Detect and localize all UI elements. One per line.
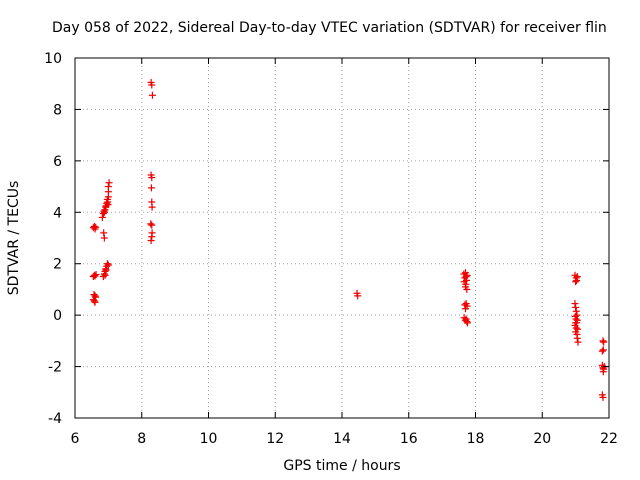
y-tick-label: 6 (53, 154, 62, 170)
y-tick-label: 4 (53, 205, 62, 221)
data-point (573, 276, 581, 284)
data-point (573, 334, 581, 342)
tick-labels: 6 8 10 12 14 16 18 20 22 -4 -2 0 2 4 6 8 10 (44, 51, 618, 447)
data-point (148, 233, 156, 241)
data-point (100, 229, 108, 237)
data-point (354, 292, 362, 300)
data-point (463, 285, 471, 293)
data-point (599, 337, 607, 345)
x-tick-label: 12 (266, 431, 284, 447)
y-tick-label: 10 (44, 51, 62, 67)
data-point (463, 319, 471, 327)
grid-lines (75, 58, 609, 418)
data-point (572, 303, 580, 311)
y-tick-label: 0 (53, 308, 62, 324)
x-tick-label: 10 (200, 431, 218, 447)
data-point (574, 338, 582, 346)
chart-title: Day 058 of 2022, Sidereal Day-to-day VTE… (52, 20, 607, 36)
data-point (462, 276, 470, 284)
data-point (599, 393, 607, 401)
x-tick-label: 20 (533, 431, 551, 447)
data-point (148, 221, 156, 229)
data-point (599, 368, 607, 376)
data-point (598, 347, 606, 355)
data-point (571, 300, 579, 308)
data-point (105, 179, 113, 187)
data-point (573, 273, 581, 281)
data-point (92, 223, 100, 231)
x-tick-label: 22 (600, 431, 618, 447)
data-point (572, 307, 580, 315)
data-point (600, 338, 608, 346)
data-point (104, 201, 112, 209)
data-point (102, 266, 110, 274)
data-point (91, 272, 99, 280)
x-axis-label: GPS time / hours (283, 458, 400, 474)
data-points (89, 78, 608, 401)
data-point (462, 315, 470, 323)
x-tick-label: 16 (400, 431, 418, 447)
y-tick-label: -4 (48, 411, 62, 427)
x-tick-label: 14 (333, 431, 351, 447)
data-point (104, 183, 112, 191)
data-point (572, 319, 580, 327)
data-point (461, 305, 469, 313)
data-point (148, 91, 156, 99)
data-point (572, 278, 580, 286)
data-point (90, 297, 98, 305)
x-tick-label: 18 (467, 431, 485, 447)
data-point (147, 220, 155, 228)
axis-ticks (74, 57, 610, 419)
y-tick-label: 2 (53, 257, 62, 273)
data-point (91, 292, 99, 300)
data-point (92, 271, 100, 279)
data-point (147, 184, 155, 192)
data-point (147, 237, 155, 245)
data-point (572, 324, 580, 332)
data-point (92, 293, 100, 301)
data-point (98, 213, 106, 221)
data-point (101, 271, 109, 279)
y-tick-label: -2 (48, 360, 62, 376)
data-point (103, 260, 111, 268)
data-point (104, 261, 112, 269)
data-point (100, 234, 108, 242)
data-point (91, 298, 99, 306)
x-tick-label: 8 (137, 431, 146, 447)
data-point (599, 346, 607, 354)
x-tick-label: 6 (71, 431, 80, 447)
y-tick-label: 8 (53, 102, 62, 118)
data-point (148, 203, 156, 211)
data-point (462, 280, 470, 288)
data-point (90, 271, 98, 279)
data-point (148, 174, 156, 182)
data-point (100, 208, 108, 216)
y-axis-label: SDTVAR / TECUs (6, 181, 22, 296)
data-point (148, 81, 156, 89)
